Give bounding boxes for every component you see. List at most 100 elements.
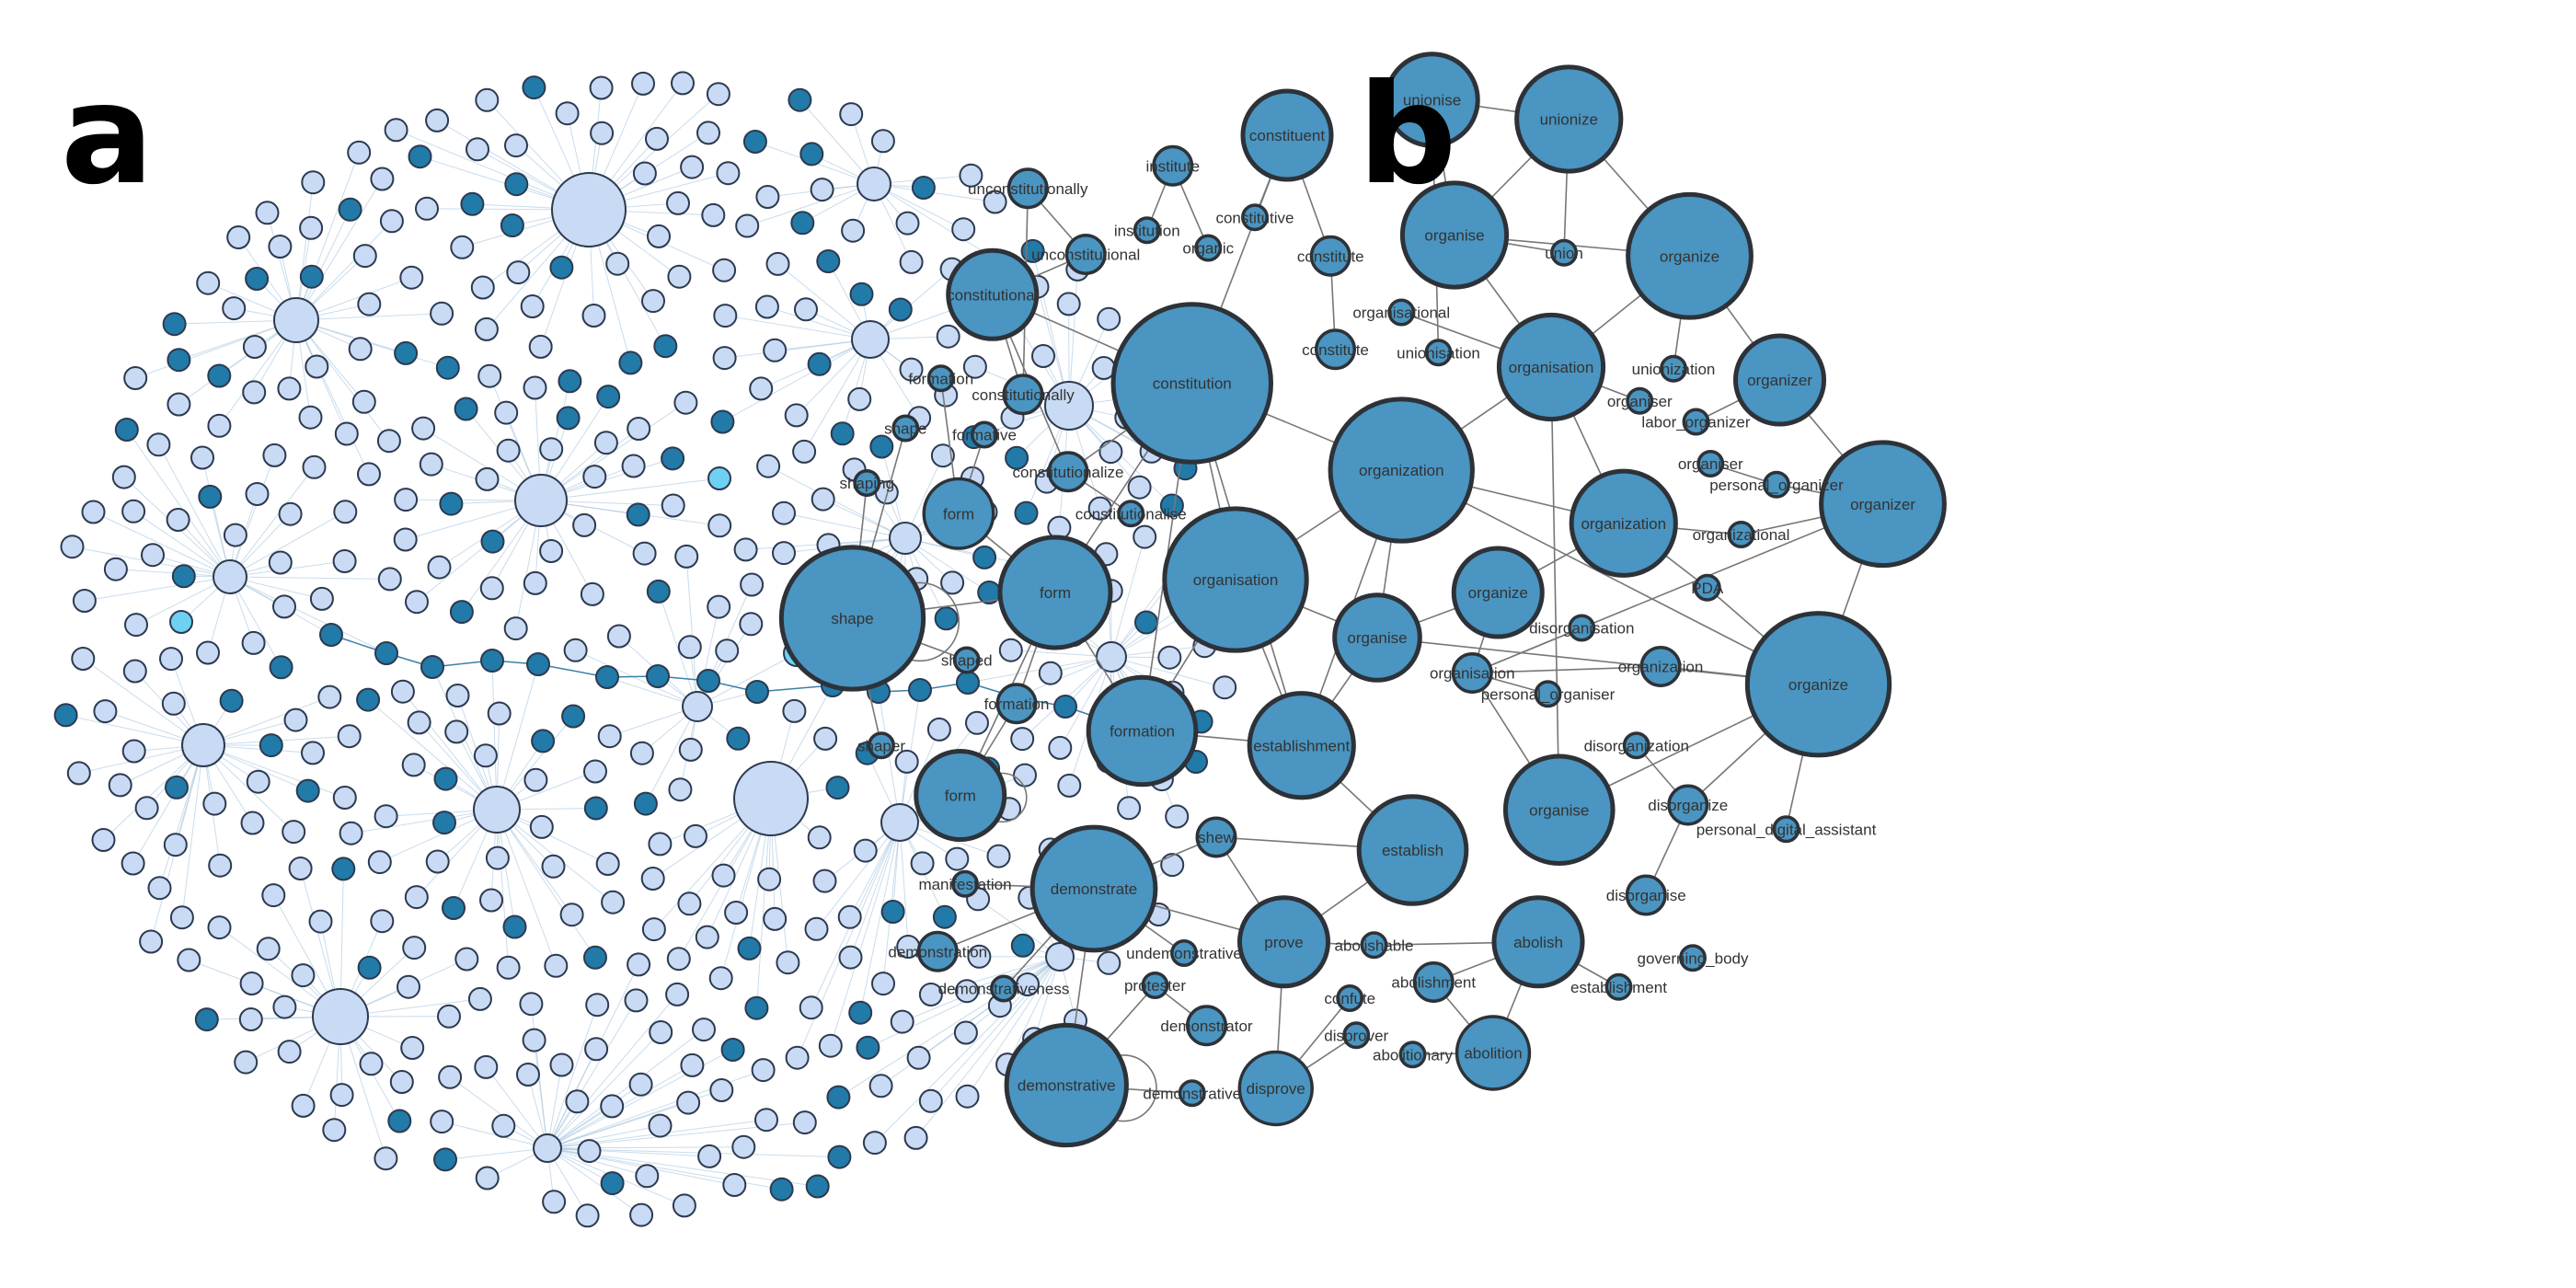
node-a [288, 857, 313, 880]
node-a [121, 739, 146, 764]
node-a [763, 906, 788, 931]
edge-a [442, 1121, 548, 1149]
node-a [374, 641, 398, 665]
node-unconstitutionally [1006, 167, 1049, 210]
node-label: constitutionally [972, 386, 1075, 404]
node-demonstrator [1185, 1005, 1228, 1047]
node-label: organizational [1693, 526, 1790, 544]
node-label: disprover [1324, 1027, 1388, 1044]
node-a [213, 559, 247, 594]
node-a [393, 527, 418, 552]
edge-a [696, 652, 798, 707]
node-a [427, 555, 452, 580]
node-union [1550, 238, 1578, 267]
node-label: constitute [1297, 247, 1364, 265]
nodes-b [778, 52, 1947, 1148]
node-establishment-big [1247, 691, 1356, 800]
node-a [716, 161, 741, 186]
edge-a [747, 183, 875, 227]
node-a [556, 406, 581, 431]
node-a [308, 909, 333, 934]
node-a [390, 679, 415, 704]
node-label: unconstitutional [1031, 247, 1140, 264]
node-a [1053, 695, 1077, 719]
node-a [332, 786, 357, 810]
node-a [338, 197, 362, 222]
edge-a [902, 956, 1061, 1023]
node-a [332, 549, 357, 573]
node-a [407, 710, 431, 735]
node-disprove [1237, 1050, 1314, 1127]
node-a [222, 296, 247, 321]
node-a [445, 684, 470, 707]
node-a [480, 649, 504, 673]
node-a [653, 334, 678, 359]
node-a [684, 823, 707, 848]
node-a [641, 289, 665, 314]
node-disorganization [1622, 731, 1650, 760]
edge-a [899, 822, 909, 948]
node-form2 [997, 535, 1113, 650]
node-a [590, 121, 615, 145]
node-a [531, 729, 556, 753]
node-label: organise [1424, 227, 1484, 245]
node-a [181, 723, 225, 767]
node-a [500, 213, 524, 237]
node-abolishable [1360, 931, 1388, 960]
node-a [261, 883, 286, 908]
node-a [444, 719, 469, 744]
node-a [239, 972, 264, 995]
node-a [357, 955, 382, 980]
node-a [890, 1009, 914, 1034]
node-a [404, 885, 429, 910]
node-a [522, 1028, 546, 1052]
node-a [425, 849, 450, 874]
node-label: disprove [1247, 1080, 1305, 1098]
node-a [709, 1078, 734, 1102]
node-a [420, 655, 444, 679]
node-label: constitute [1302, 341, 1369, 359]
edge-a [202, 696, 330, 746]
node-a [387, 1109, 412, 1133]
edge-a [546, 1147, 710, 1157]
node-institution [1133, 216, 1161, 245]
edge-a [873, 183, 999, 261]
node-unconstitutional [1064, 233, 1107, 276]
edge-a [135, 319, 297, 379]
edge-a [491, 660, 498, 811]
node-a [402, 936, 427, 960]
node-a [880, 900, 905, 924]
node-a [331, 857, 356, 881]
node-a [745, 680, 769, 704]
node-a [696, 121, 720, 145]
node-a [439, 491, 464, 516]
node-a [621, 454, 646, 478]
node-a [454, 397, 478, 421]
node-label: personal_organiser [1481, 685, 1616, 703]
edge-a [722, 339, 871, 422]
node-disorganize [1667, 784, 1709, 826]
node-a [337, 724, 362, 749]
edge-a [777, 263, 871, 340]
node-a [710, 409, 735, 434]
node-label: shew [1198, 829, 1235, 846]
node-a [667, 264, 692, 289]
node-a [713, 304, 738, 328]
node-a [918, 983, 943, 1006]
node-a [262, 443, 287, 467]
edge-a [977, 898, 1061, 958]
node-a [632, 541, 657, 566]
node-a [370, 167, 395, 191]
node-organisational [1387, 298, 1416, 327]
edge-a [930, 956, 1061, 995]
edge-a [873, 183, 995, 202]
node-a [962, 354, 987, 379]
node-a [692, 1018, 716, 1042]
node-confute [1336, 984, 1364, 1012]
edge-a [496, 809, 510, 968]
node-a [818, 1033, 843, 1058]
node-label: organic [1182, 240, 1234, 258]
node-a [302, 454, 327, 479]
node-a [959, 163, 983, 188]
node-a [707, 513, 732, 538]
